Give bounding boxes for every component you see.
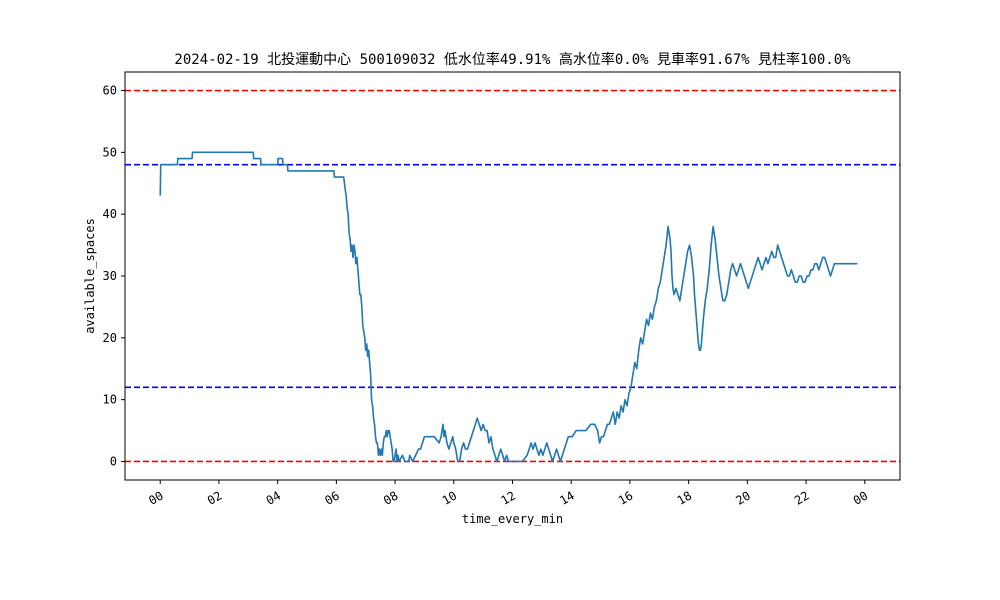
x-axis-title: time_every_min (462, 512, 563, 526)
y-tick-label: 40 (103, 207, 117, 221)
x-tick-label: 12 (498, 488, 518, 507)
chart-title: 2024-02-19 北投運動中心 500109032 低水位率49.91% 高… (174, 51, 851, 68)
x-tick-label: 00 (851, 488, 871, 507)
x-tick-label: 10 (440, 488, 460, 507)
y-tick-label: 60 (103, 84, 117, 98)
y-axis: 0 10 20 30 40 50 60 (103, 84, 125, 468)
x-tick-label: 18 (675, 488, 695, 507)
x-tick-label: 04 (264, 488, 284, 507)
y-tick-label: 20 (103, 331, 117, 345)
x-tick-label: 08 (381, 488, 401, 507)
plot-area (125, 89, 900, 463)
y-tick-label: 30 (103, 269, 117, 283)
y-axis-title: available_spaces (83, 218, 97, 334)
x-tick-label: 14 (557, 488, 577, 507)
y-tick-label: 10 (103, 393, 117, 407)
x-tick-label: 00 (146, 488, 166, 507)
y-tick-label: 0 (110, 454, 117, 468)
x-tick-label: 06 (322, 488, 342, 507)
x-tick-label: 20 (733, 488, 753, 507)
x-tick-label: 02 (205, 488, 225, 507)
series-line-available-spaces (159, 151, 858, 463)
x-axis: 00 02 04 06 08 10 12 14 16 18 20 22 00 (146, 480, 870, 508)
y-tick-label: 50 (103, 145, 117, 159)
series-group (159, 151, 858, 463)
x-tick-label: 22 (792, 488, 812, 507)
x-tick-label: 16 (616, 488, 636, 507)
